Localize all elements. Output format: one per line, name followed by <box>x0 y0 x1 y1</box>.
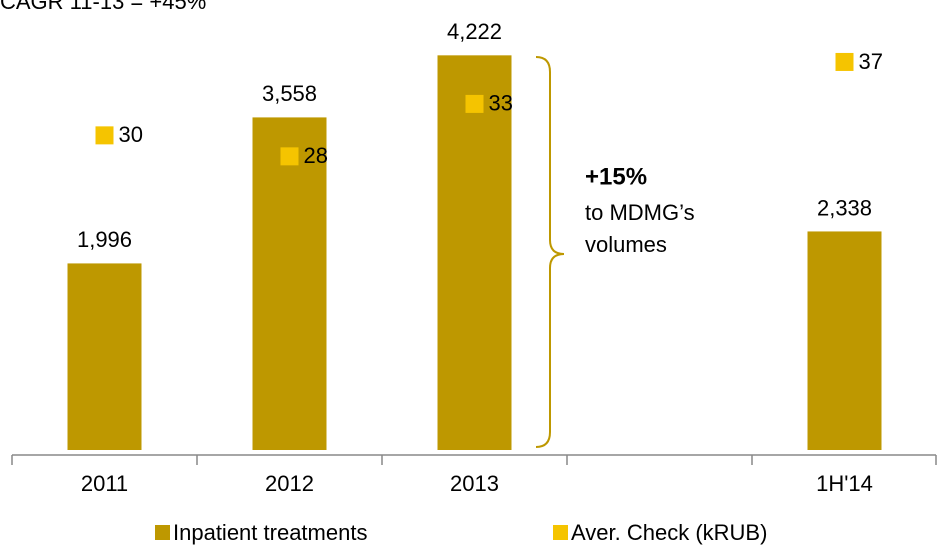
marker <box>280 147 299 166</box>
x-tick-label: 1H'14 <box>816 471 873 496</box>
bar <box>437 55 512 451</box>
bar <box>252 117 327 450</box>
data-label: 4,222 <box>447 19 502 44</box>
annotation: volumes <box>585 232 667 257</box>
x-tick-label: 2011 <box>81 471 128 496</box>
marker <box>465 94 484 113</box>
legend-label: Inpatient treatments <box>173 520 367 545</box>
legend-label: Aver. Check (kRUB) <box>571 520 767 545</box>
brace <box>535 56 565 448</box>
bar <box>807 231 882 450</box>
marker <box>835 52 854 71</box>
data-label: 1,996 <box>77 227 132 252</box>
x-tick-label: 2013 <box>450 471 499 496</box>
marker <box>95 126 114 145</box>
bar <box>67 263 142 450</box>
annotation: +15% <box>585 163 647 190</box>
data-label: 33 <box>489 91 513 116</box>
data-label: 37 <box>859 49 883 74</box>
legend-swatch <box>155 525 170 540</box>
chart-title: CAGR 11-13 = +45% <box>0 0 206 14</box>
x-tick-label: 2012 <box>265 471 314 496</box>
data-label: 30 <box>119 122 143 147</box>
data-label: 28 <box>304 143 328 168</box>
data-label: 3,558 <box>262 81 317 106</box>
annotation: to MDMG’s <box>585 200 695 225</box>
legend-swatch <box>553 525 568 540</box>
data-label: 2,338 <box>817 195 872 220</box>
